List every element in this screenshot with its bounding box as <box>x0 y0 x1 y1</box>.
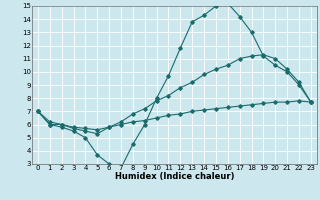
X-axis label: Humidex (Indice chaleur): Humidex (Indice chaleur) <box>115 172 234 181</box>
